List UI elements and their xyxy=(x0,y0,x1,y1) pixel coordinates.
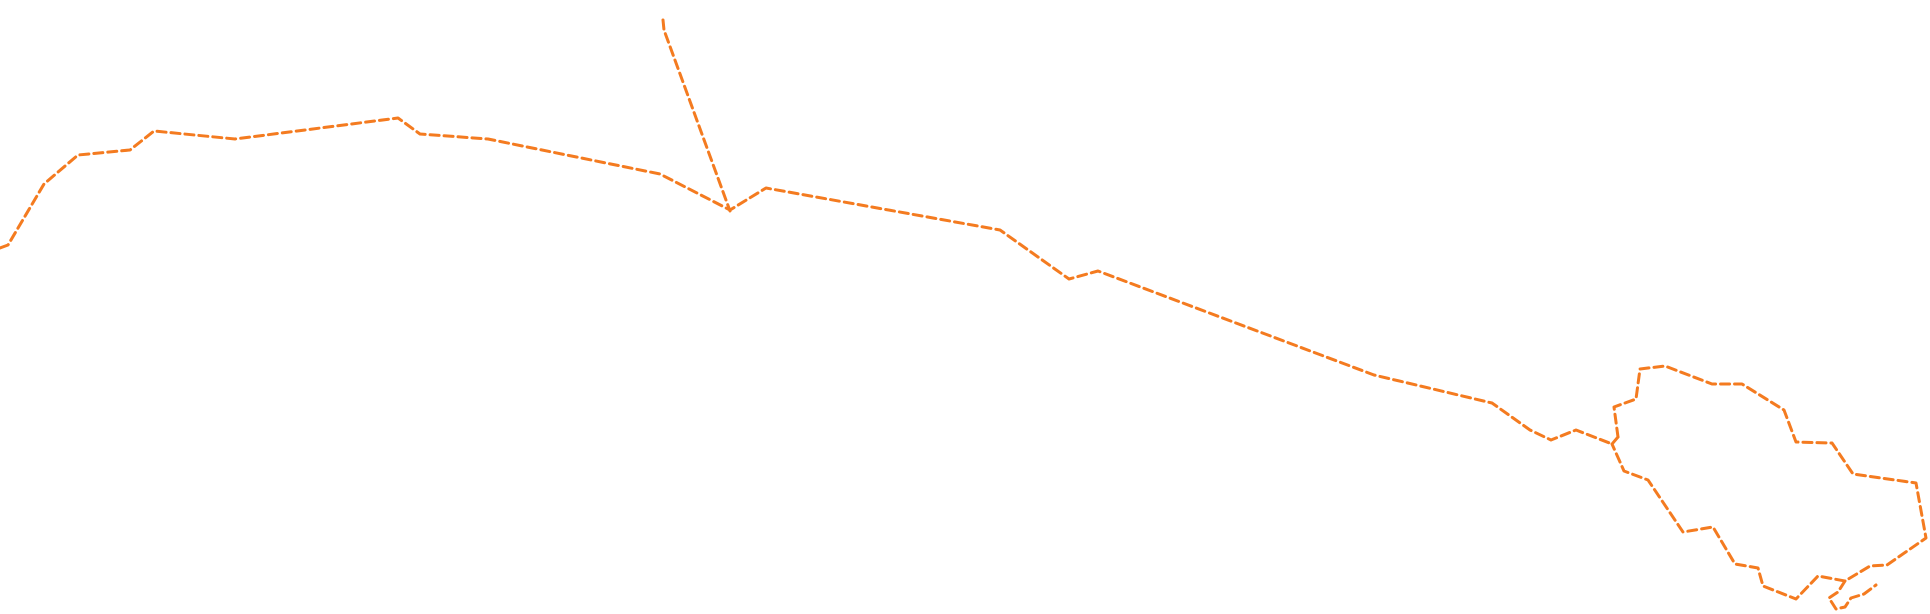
route-loop-east xyxy=(1610,364,1928,601)
route-loop-south-tail xyxy=(1827,579,1878,611)
route-main-path xyxy=(0,116,1620,446)
route-branch-north xyxy=(661,18,732,213)
